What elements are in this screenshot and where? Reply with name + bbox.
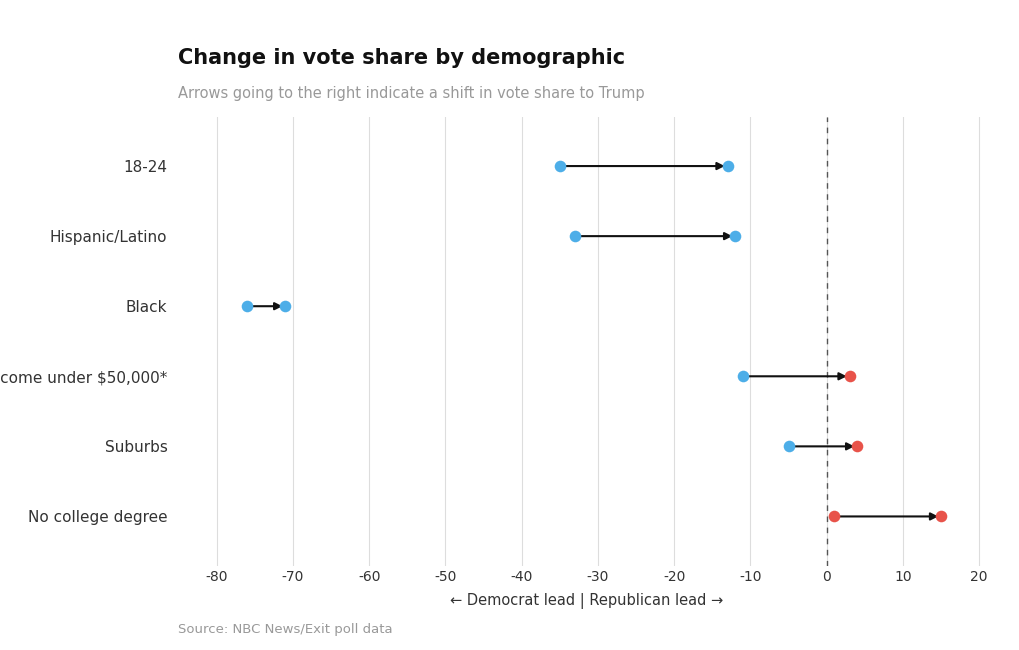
- Point: [567, 231, 583, 241]
- Point: [551, 161, 568, 171]
- X-axis label: ← Democrat lead | Republican lead →: ← Democrat lead | Republican lead →: [449, 593, 722, 608]
- Text: Arrows going to the right indicate a shift in vote share to Trump: Arrows going to the right indicate a shi…: [178, 86, 644, 101]
- Point: [825, 512, 842, 522]
- Point: [780, 441, 796, 452]
- Point: [277, 301, 293, 311]
- Point: [238, 301, 255, 311]
- Text: Source: NBC News/Exit poll data: Source: NBC News/Exit poll data: [178, 623, 392, 636]
- Point: [848, 441, 864, 452]
- Point: [734, 371, 750, 382]
- Point: [718, 161, 735, 171]
- Point: [932, 512, 949, 522]
- Point: [727, 231, 743, 241]
- Text: Change in vote share by demographic: Change in vote share by demographic: [178, 48, 625, 68]
- Point: [841, 371, 857, 382]
